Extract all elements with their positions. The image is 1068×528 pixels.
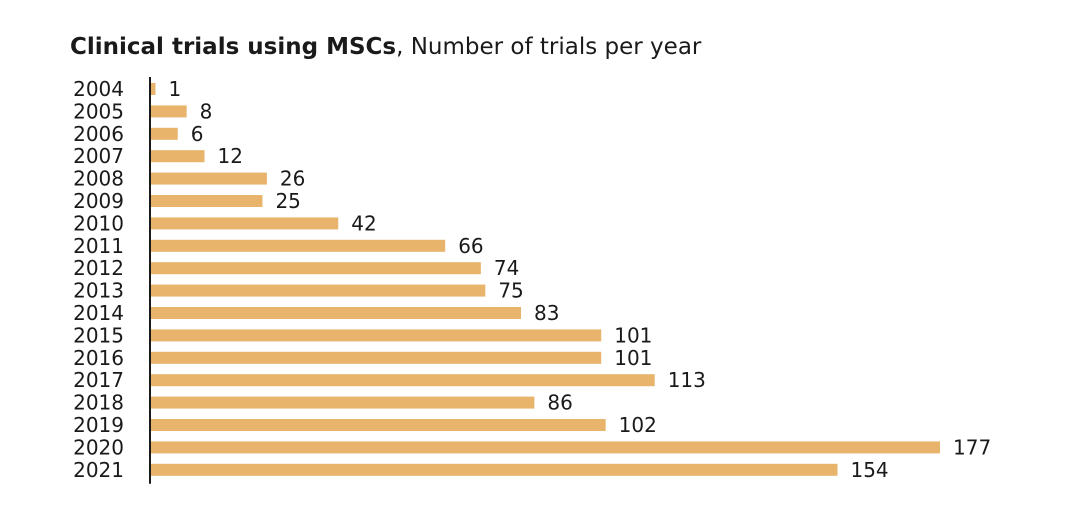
- value-label-2007: 12: [217, 144, 242, 168]
- bar-2018: [151, 396, 535, 409]
- bar-2008: [151, 172, 267, 185]
- value-label-2005: 8: [200, 99, 213, 123]
- category-label-2016: 2016: [73, 346, 124, 370]
- category-label-2006: 2006: [73, 122, 124, 146]
- chart-title-rest: , Number of trials per year: [396, 34, 702, 60]
- category-label-2011: 2011: [73, 234, 124, 258]
- chart-title-bold: Clinical trials using MSCs: [70, 34, 397, 60]
- value-label-2015: 101: [614, 323, 652, 347]
- bar-2019: [151, 419, 606, 431]
- value-label-2017: 113: [668, 368, 706, 392]
- value-label-2020: 177: [953, 435, 991, 459]
- bar-2014: [151, 307, 521, 319]
- category-label-2020: 2020: [73, 435, 124, 459]
- value-label-2011: 66: [458, 234, 483, 258]
- value-label-2004: 1: [168, 77, 181, 101]
- value-label-2018: 86: [547, 391, 572, 415]
- bar-2009: [151, 195, 263, 207]
- bar-2010: [151, 217, 339, 230]
- category-label-2009: 2009: [73, 189, 124, 213]
- bar-2012: [151, 262, 481, 275]
- category-label-2013: 2013: [73, 279, 124, 303]
- value-label-2009: 25: [275, 189, 300, 213]
- bar-2004: [151, 83, 156, 95]
- value-label-2013: 75: [498, 279, 523, 303]
- value-label-2014: 83: [534, 301, 559, 325]
- bar-2015: [151, 329, 602, 342]
- category-label-2004: 2004: [73, 77, 124, 101]
- bar-2011: [151, 239, 446, 252]
- bar-2006: [151, 127, 178, 140]
- value-label-2010: 42: [351, 211, 376, 235]
- category-label-2014: 2014: [73, 301, 124, 325]
- bar-2020: [151, 441, 940, 454]
- value-label-2008: 26: [280, 167, 305, 191]
- bar-2013: [151, 284, 486, 297]
- bar-2005: [151, 105, 187, 118]
- category-label-2018: 2018: [73, 391, 124, 415]
- value-label-2012: 74: [494, 256, 519, 280]
- category-label-2007: 2007: [73, 144, 124, 168]
- category-label-2015: 2015: [73, 323, 124, 347]
- category-label-2019: 2019: [73, 413, 124, 437]
- value-label-2006: 6: [191, 122, 204, 146]
- category-label-2012: 2012: [73, 256, 124, 280]
- category-label-2021: 2021: [73, 458, 124, 482]
- bar-2021: [151, 463, 838, 476]
- category-label-2010: 2010: [73, 211, 124, 235]
- value-label-2019: 102: [619, 413, 657, 437]
- bar-2017: [151, 374, 655, 387]
- value-label-2016: 101: [614, 346, 652, 370]
- value-label-2021: 154: [850, 458, 888, 482]
- category-label-2008: 2008: [73, 167, 124, 191]
- chart-title: Clinical trials using MSCs, Number of tr…: [70, 34, 701, 60]
- category-label-2005: 2005: [73, 99, 124, 123]
- category-label-2017: 2017: [73, 368, 124, 392]
- bar-2007: [151, 150, 205, 163]
- bar-2016: [151, 351, 602, 364]
